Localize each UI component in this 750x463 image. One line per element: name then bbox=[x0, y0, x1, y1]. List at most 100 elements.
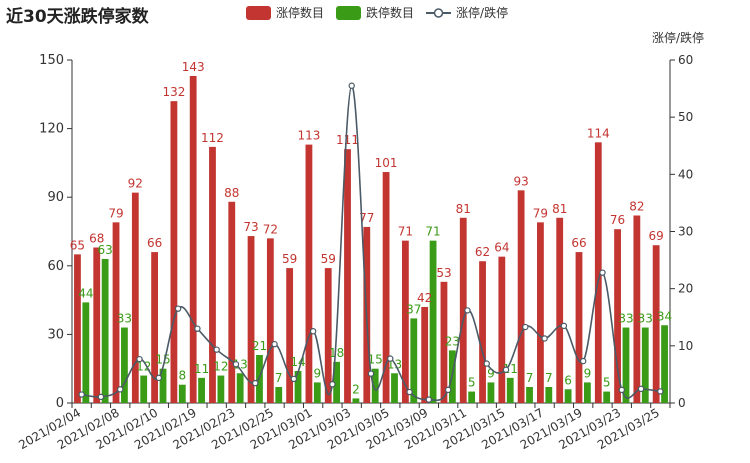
bar-label-limit-up: 59 bbox=[321, 252, 336, 266]
y-right-tick-label: 0 bbox=[678, 396, 686, 410]
bar-label-limit-up: 76 bbox=[610, 213, 625, 227]
legend-label-limit-down: 跌停数目 bbox=[366, 6, 415, 20]
bar-label-limit-up: 66 bbox=[147, 236, 162, 250]
bar-limit-up bbox=[93, 247, 101, 403]
bar-limit-up bbox=[305, 144, 313, 403]
y-left-tick-label: 150 bbox=[39, 53, 64, 68]
y-right-tick-label: 20 bbox=[678, 282, 693, 296]
bar-limit-up bbox=[537, 222, 544, 403]
bar-label-limit-up: 132 bbox=[162, 85, 185, 99]
bar-label-limit-up: 68 bbox=[89, 232, 104, 246]
line-ratio-point bbox=[541, 335, 548, 342]
bar-label-limit-up: 72 bbox=[263, 222, 278, 236]
bar-limit-up bbox=[421, 306, 429, 403]
bar-label-limit-down: 7 bbox=[526, 371, 534, 385]
bar-limit-down bbox=[391, 373, 398, 403]
line-ratio-point bbox=[290, 375, 298, 383]
bar-limit-up bbox=[324, 268, 332, 403]
bar-label-limit-down: 5 bbox=[603, 376, 611, 390]
bar-limit-up bbox=[74, 254, 81, 403]
bar-limit-up bbox=[633, 215, 641, 403]
bar-limit-up bbox=[575, 252, 583, 403]
bar-label-limit-down: 7 bbox=[545, 371, 553, 385]
legend-label-ratio: 涨停/跌停 bbox=[456, 6, 509, 20]
bar-label-limit-up: 53 bbox=[436, 266, 451, 280]
legend-item-ratio[interactable]: 涨停/跌停 bbox=[426, 4, 508, 21]
bar-label-limit-up: 143 bbox=[182, 60, 205, 74]
bar-limit-down bbox=[217, 375, 225, 403]
bar-label-limit-up: 71 bbox=[398, 225, 413, 239]
bar-limit-up bbox=[479, 261, 486, 403]
line-ratio-point bbox=[502, 366, 510, 373]
bar-label-limit-up: 93 bbox=[513, 174, 528, 188]
bar-limit-up bbox=[459, 217, 467, 403]
chart-title: 近30天涨跌停家数 bbox=[6, 7, 149, 27]
legend-item-limit-down[interactable]: 跌停数目 bbox=[336, 4, 414, 21]
line-ratio-point bbox=[387, 355, 394, 362]
line-ratio-point bbox=[406, 388, 413, 396]
line-ratio-point bbox=[444, 386, 452, 394]
bar-label-limit-down: 5 bbox=[468, 376, 476, 390]
bar-label-limit-down: 37 bbox=[406, 302, 421, 316]
legend-line-icon bbox=[426, 7, 452, 18]
line-ratio-point bbox=[252, 379, 259, 387]
bar-limit-down bbox=[275, 386, 283, 403]
bar-label-limit-down: 18 bbox=[329, 346, 344, 360]
y-left-tick-label: 0 bbox=[56, 396, 64, 411]
bar-limit-down bbox=[641, 327, 649, 403]
bar-label-limit-up: 77 bbox=[359, 211, 374, 225]
bar-label-limit-up: 112 bbox=[201, 131, 224, 145]
line-ratio-point bbox=[367, 370, 375, 377]
bar-limit-down bbox=[256, 354, 263, 403]
bar-limit-down bbox=[564, 389, 572, 403]
bar-limit-down bbox=[236, 373, 244, 403]
bar-label-limit-up: 79 bbox=[533, 206, 548, 220]
bar-limit-up bbox=[556, 217, 564, 403]
bar-limit-up bbox=[151, 252, 159, 403]
bar-limit-down bbox=[352, 398, 360, 403]
bar-label-limit-down: 23 bbox=[445, 334, 460, 348]
bar-limit-down bbox=[140, 375, 148, 403]
bar-limit-down bbox=[333, 361, 341, 403]
bar-limit-down bbox=[429, 240, 437, 403]
legend: 涨停数目 跌停数目 涨停/跌停 bbox=[246, 4, 520, 21]
bar-label-limit-down: 33 bbox=[638, 312, 653, 326]
bar-label-limit-up: 82 bbox=[629, 199, 644, 213]
line-ratio-point bbox=[425, 396, 433, 403]
bar-label-limit-up: 69 bbox=[649, 229, 664, 243]
bar-label-limit-up: 79 bbox=[108, 206, 123, 220]
line-ratio-point bbox=[579, 357, 587, 365]
bar-limit-up bbox=[440, 281, 448, 403]
line-ratio-point bbox=[522, 323, 529, 331]
line-ratio-point bbox=[329, 381, 336, 388]
line-ratio-point bbox=[599, 269, 606, 276]
bar-limit-down bbox=[82, 302, 90, 403]
line-ratio-point bbox=[637, 385, 645, 393]
bar-limit-down bbox=[603, 391, 611, 403]
bar-limit-down bbox=[545, 386, 553, 403]
line-ratio-point bbox=[136, 355, 143, 363]
y-left-tick-label: 60 bbox=[47, 259, 64, 274]
y-right-tick-label: 10 bbox=[678, 339, 693, 353]
line-ratio-point bbox=[78, 391, 85, 398]
bar-label-limit-down: 11 bbox=[194, 362, 209, 376]
bar-label-limit-down: 33 bbox=[117, 312, 132, 326]
bar-limit-down bbox=[178, 384, 186, 403]
bar-limit-up bbox=[344, 149, 351, 403]
bar-limit-up bbox=[594, 142, 602, 403]
y-left-tick-label: 90 bbox=[47, 190, 64, 205]
bar-label-limit-up: 81 bbox=[552, 202, 567, 216]
line-ratio-point bbox=[271, 340, 278, 348]
y-right-tick-label: 40 bbox=[678, 167, 693, 181]
legend-swatch-limit-down bbox=[336, 5, 362, 20]
legend-item-limit-up[interactable]: 涨停数目 bbox=[246, 4, 324, 21]
bar-limit-down bbox=[506, 377, 514, 403]
bar-limit-up bbox=[517, 190, 525, 403]
bar-label-limit-up: 65 bbox=[70, 238, 85, 252]
bar-limit-up bbox=[112, 222, 120, 403]
bar-limit-down bbox=[198, 377, 205, 403]
bar-limit-down bbox=[101, 258, 109, 403]
bar-label-limit-down: 7 bbox=[275, 371, 283, 385]
bar-label-limit-down: 8 bbox=[178, 369, 186, 383]
bar-limit-up bbox=[382, 172, 390, 403]
